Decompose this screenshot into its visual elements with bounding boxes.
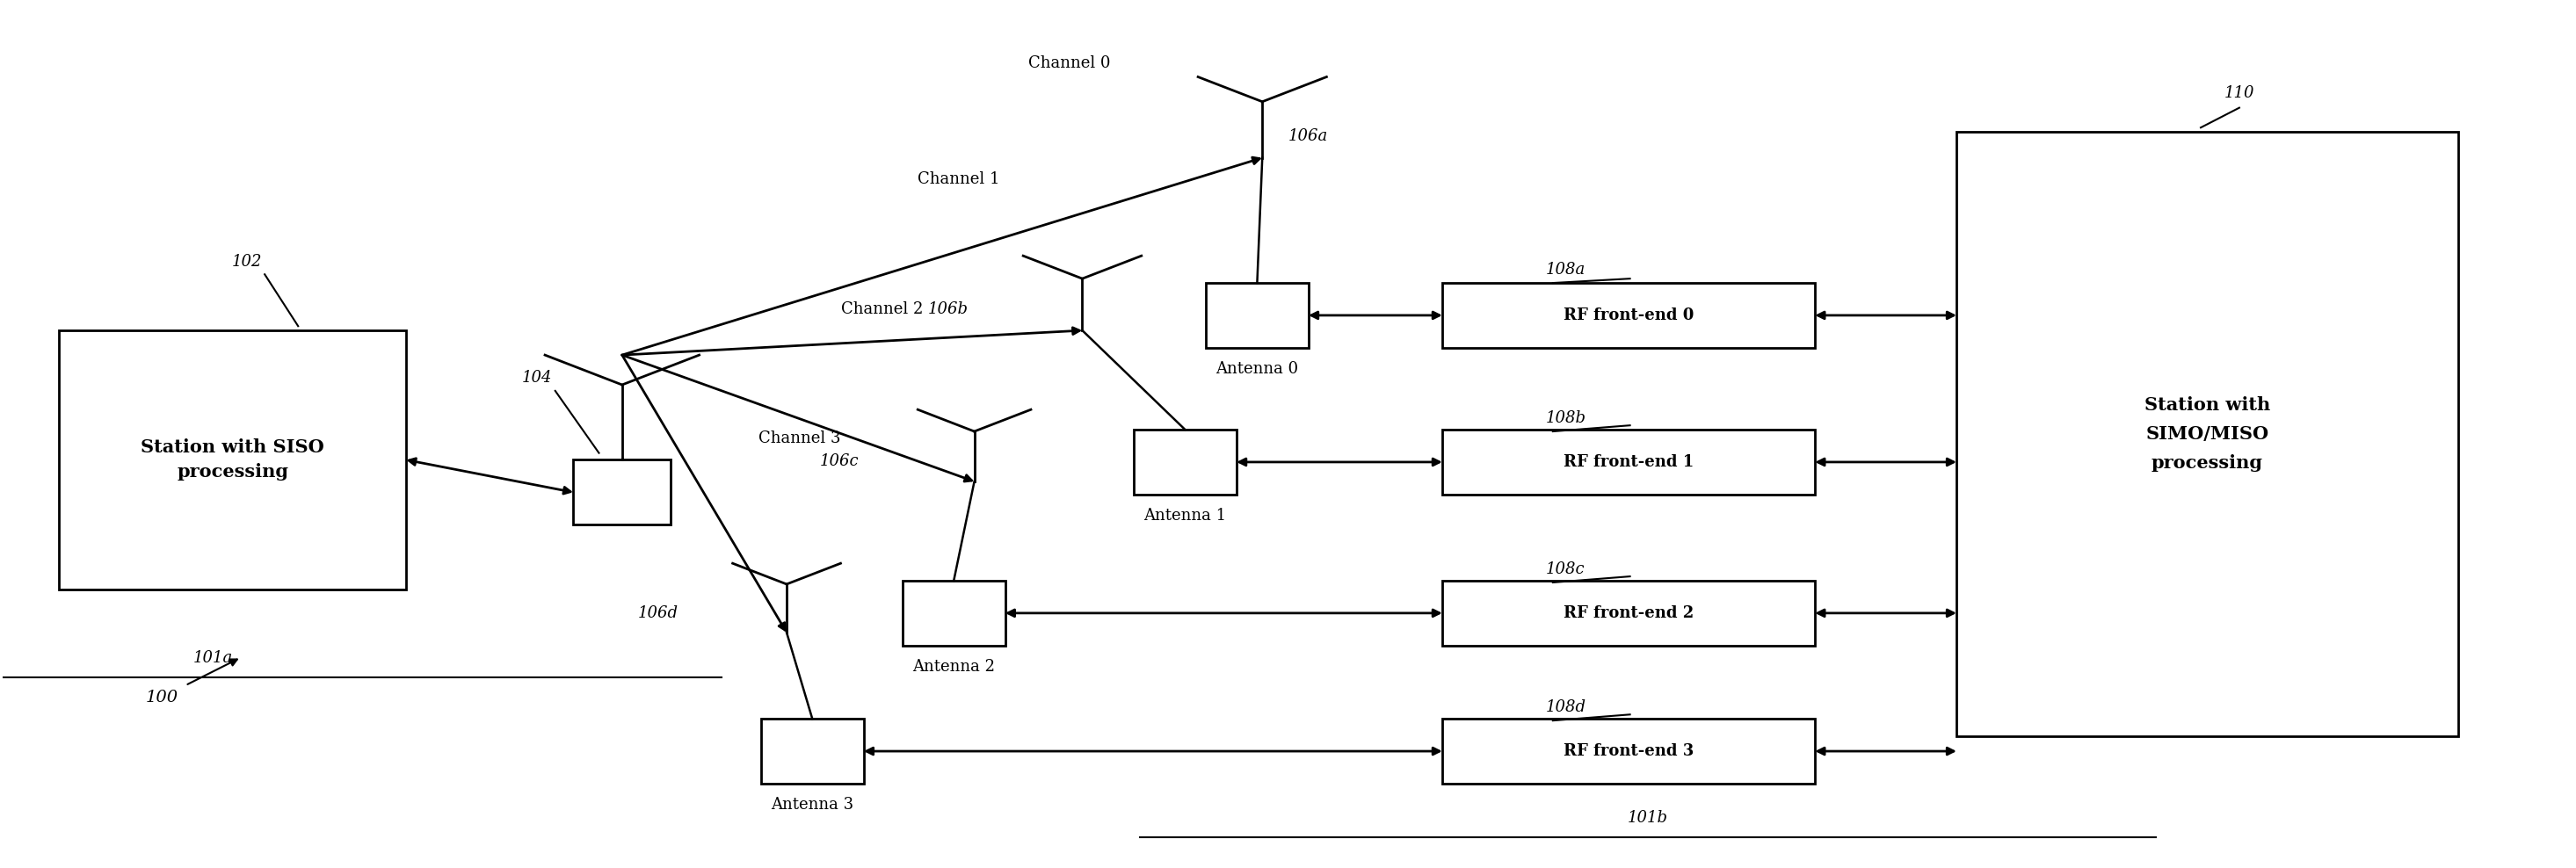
Bar	[1133, 430, 1236, 495]
Text: RF front-end 0: RF front-end 0	[1564, 307, 1695, 323]
Text: Channel 3: Channel 3	[757, 431, 840, 446]
Text: Station with SISO
processing: Station with SISO processing	[142, 439, 325, 481]
Text: 106c: 106c	[819, 454, 860, 470]
Text: Channel 2: Channel 2	[840, 301, 922, 317]
Text: 108d: 108d	[1546, 700, 1587, 715]
Text: 108b: 108b	[1546, 411, 1587, 426]
Text: Antenna 2: Antenna 2	[912, 659, 994, 675]
Text: Station with
SIMO/MISO
processing: Station with SIMO/MISO processing	[2143, 397, 2269, 471]
Text: 106a: 106a	[1288, 128, 1327, 144]
Bar	[902, 581, 1005, 646]
Bar	[1443, 719, 1816, 784]
Text: Antenna 0: Antenna 0	[1216, 361, 1298, 378]
Bar	[760, 719, 863, 784]
Text: Channel 1: Channel 1	[917, 172, 999, 187]
Text: 110: 110	[2223, 85, 2254, 101]
Text: 108a: 108a	[1546, 262, 1587, 278]
Bar	[1443, 283, 1816, 348]
Text: 108c: 108c	[1546, 562, 1584, 577]
Text: 100: 100	[144, 689, 178, 705]
Text: 102: 102	[232, 253, 263, 269]
Bar	[574, 460, 670, 524]
Text: 106b: 106b	[927, 301, 969, 317]
Text: Antenna 3: Antenna 3	[770, 797, 853, 813]
Bar	[1443, 581, 1816, 646]
Bar	[59, 331, 407, 589]
Text: RF front-end 2: RF front-end 2	[1564, 605, 1695, 621]
Text: RF front-end 3: RF front-end 3	[1564, 743, 1695, 760]
Text: 101b: 101b	[1628, 810, 1669, 826]
Bar	[1206, 283, 1309, 348]
Text: 106d: 106d	[636, 606, 677, 621]
Bar	[1958, 132, 2458, 736]
Bar	[1443, 430, 1816, 495]
Text: 104: 104	[523, 370, 551, 385]
Text: RF front-end 1: RF front-end 1	[1564, 454, 1695, 470]
Text: Antenna 1: Antenna 1	[1144, 508, 1226, 524]
Text: 101a: 101a	[193, 650, 234, 667]
Text: Channel 0: Channel 0	[1028, 55, 1110, 71]
